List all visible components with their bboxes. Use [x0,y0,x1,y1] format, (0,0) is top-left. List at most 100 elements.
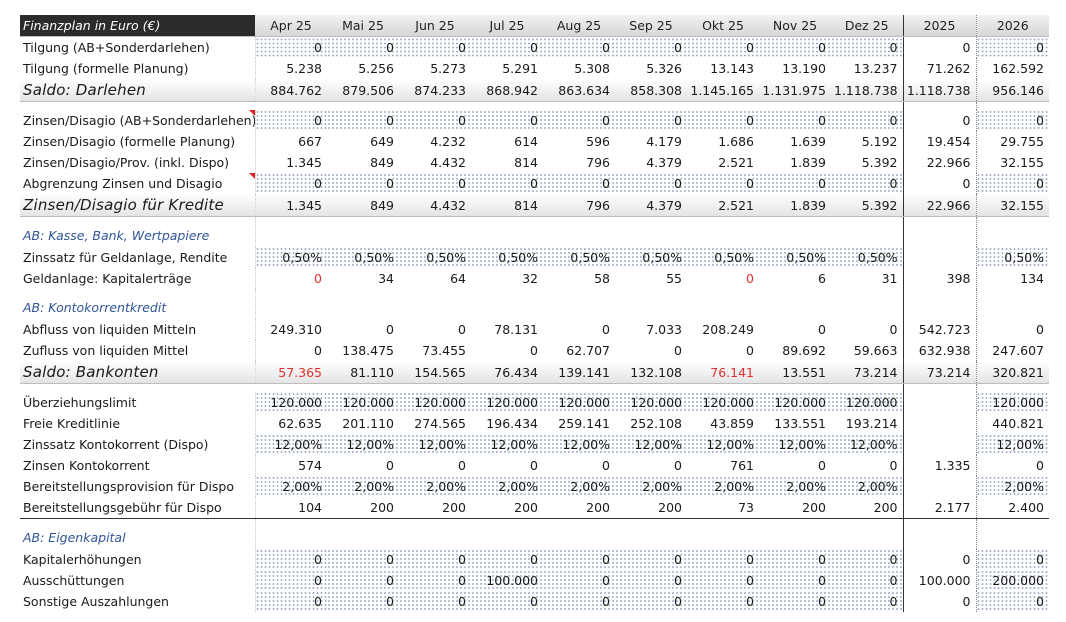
value-cell[interactable]: 12,00% [327,434,399,455]
value-cell[interactable]: 0 [399,570,471,591]
value-cell[interactable]: 12,00% [399,434,471,455]
value-cell[interactable]: 0 [327,570,399,591]
row-label[interactable]: Kapitalerhöhungen [23,552,142,567]
value-cell[interactable]: 139.141 [543,361,615,384]
value-cell[interactable]: 5.256 [358,61,394,76]
value-cell[interactable]: 0 [471,549,543,570]
value-cell[interactable]: 22.966 [902,194,976,217]
value-cell[interactable]: 120.000 [399,392,471,413]
value-cell[interactable]: 4.379 [615,194,687,217]
value-cell[interactable]: 12,00% [831,434,903,455]
value-cell[interactable]: 247.607 [975,340,1049,361]
value-cell[interactable]: 0 [687,591,759,612]
value-cell[interactable]: 7.033 [646,322,682,337]
value-cell[interactable]: 1.686 [718,134,754,149]
value-cell[interactable]: 0 [831,591,903,612]
value-cell[interactable]: 0 [975,455,1049,476]
value-cell[interactable]: 13.551 [759,361,831,384]
value-cell[interactable]: 0,50% [975,247,1049,268]
value-cell[interactable]: 73.455 [422,343,466,358]
value-cell[interactable]: 12,00% [975,434,1049,455]
value-cell[interactable]: 120.000 [254,392,327,413]
section-label[interactable]: AB: Eigenkapital [23,529,126,545]
value-cell[interactable]: 879.506 [327,79,399,102]
column-header[interactable]: Okt 25 [687,15,759,37]
value-cell[interactable]: 0 [254,570,327,591]
value-cell[interactable]: 104 [254,497,327,519]
value-cell[interactable]: 73.214 [831,361,903,384]
value-cell[interactable]: 0 [254,268,327,289]
value-cell[interactable] [902,392,976,413]
value-cell[interactable]: 0 [674,458,682,473]
row-label[interactable]: Saldo: Bankonten [20,361,255,384]
value-cell[interactable]: 100.000 [471,570,543,591]
value-cell[interactable]: 5.291 [502,61,538,76]
value-cell[interactable]: 0 [902,549,976,570]
value-cell[interactable]: 2,00% [975,476,1049,497]
value-cell[interactable]: 0 [602,458,610,473]
value-cell[interactable]: 120.000 [543,392,615,413]
row-label[interactable]: Zinsen Kontokorrent [23,458,150,473]
value-cell[interactable]: 31 [881,271,898,286]
value-cell[interactable]: 0 [831,173,903,194]
value-cell[interactable]: 0 [530,458,538,473]
value-cell[interactable]: 0 [687,570,759,591]
value-cell[interactable]: 64 [450,271,466,286]
value-cell[interactable]: 440.821 [975,413,1049,434]
value-cell[interactable]: 196.434 [486,416,538,431]
value-cell[interactable]: 0 [746,271,754,286]
value-cell[interactable]: 796 [543,194,615,217]
value-cell[interactable]: 649 [370,134,394,149]
value-cell[interactable]: 73 [687,497,759,519]
value-cell[interactable]: 0 [254,591,327,612]
value-cell[interactable]: 0 [543,173,615,194]
value-cell[interactable]: 0 [902,173,976,194]
value-cell[interactable]: 596 [586,134,610,149]
value-cell[interactable]: 200 [759,497,831,519]
value-cell[interactable]: 0 [399,110,471,131]
value-cell[interactable]: 1.145.165 [687,79,759,102]
value-cell[interactable]: 0 [254,36,327,58]
value-cell[interactable]: 0 [615,549,687,570]
value-cell[interactable]: 12,00% [254,434,327,455]
value-cell[interactable]: 120.000 [327,392,399,413]
value-cell[interactable]: 120.000 [975,392,1049,413]
row-label[interactable]: Abfluss von liquiden Mitteln [23,322,197,337]
value-cell[interactable]: 55 [666,271,682,286]
column-header[interactable]: Jul 25 [471,15,543,37]
column-header[interactable]: Dez 25 [831,15,903,37]
column-header[interactable]: 2025 [902,15,976,37]
value-cell[interactable]: 62.707 [566,343,610,358]
value-cell[interactable]: 0 [975,549,1049,570]
value-cell[interactable]: 2,00% [471,476,543,497]
value-cell[interactable]: 1.335 [902,455,976,476]
value-cell[interactable]: 120.000 [615,392,687,413]
value-cell[interactable]: 62.635 [254,413,327,434]
value-cell[interactable]: 32.155 [975,152,1049,173]
value-cell[interactable]: 0 [615,110,687,131]
value-cell[interactable]: 0 [471,36,543,58]
value-cell[interactable]: 200.000 [975,570,1049,591]
column-header[interactable]: Mai 25 [327,15,399,37]
value-cell[interactable]: 120.000 [759,392,831,413]
value-cell[interactable]: 4.179 [646,134,682,149]
value-cell[interactable]: 632.938 [902,340,976,361]
value-cell[interactable]: 2,00% [254,476,327,497]
value-cell[interactable]: 259.141 [558,416,610,431]
value-cell[interactable]: 542.723 [902,319,976,340]
row-label[interactable]: Zufluss von liquiden Mittel [23,343,189,358]
value-cell[interactable]: 89.692 [782,343,826,358]
value-cell[interactable]: 12,00% [543,434,615,455]
value-cell[interactable]: 2.521 [718,155,754,170]
value-cell[interactable]: 0 [471,591,543,612]
value-cell[interactable]: 13.237 [853,61,898,76]
value-cell[interactable]: 0 [759,173,831,194]
value-cell[interactable]: 796 [586,155,610,170]
value-cell[interactable]: 2,00% [543,476,615,497]
value-cell[interactable]: 1.839 [759,194,831,217]
value-cell[interactable]: 0 [543,549,615,570]
value-cell[interactable]: 398 [902,268,976,289]
value-cell[interactable]: 13.190 [782,61,826,76]
value-cell[interactable]: 0 [902,110,976,131]
value-cell[interactable]: 0 [615,36,687,58]
